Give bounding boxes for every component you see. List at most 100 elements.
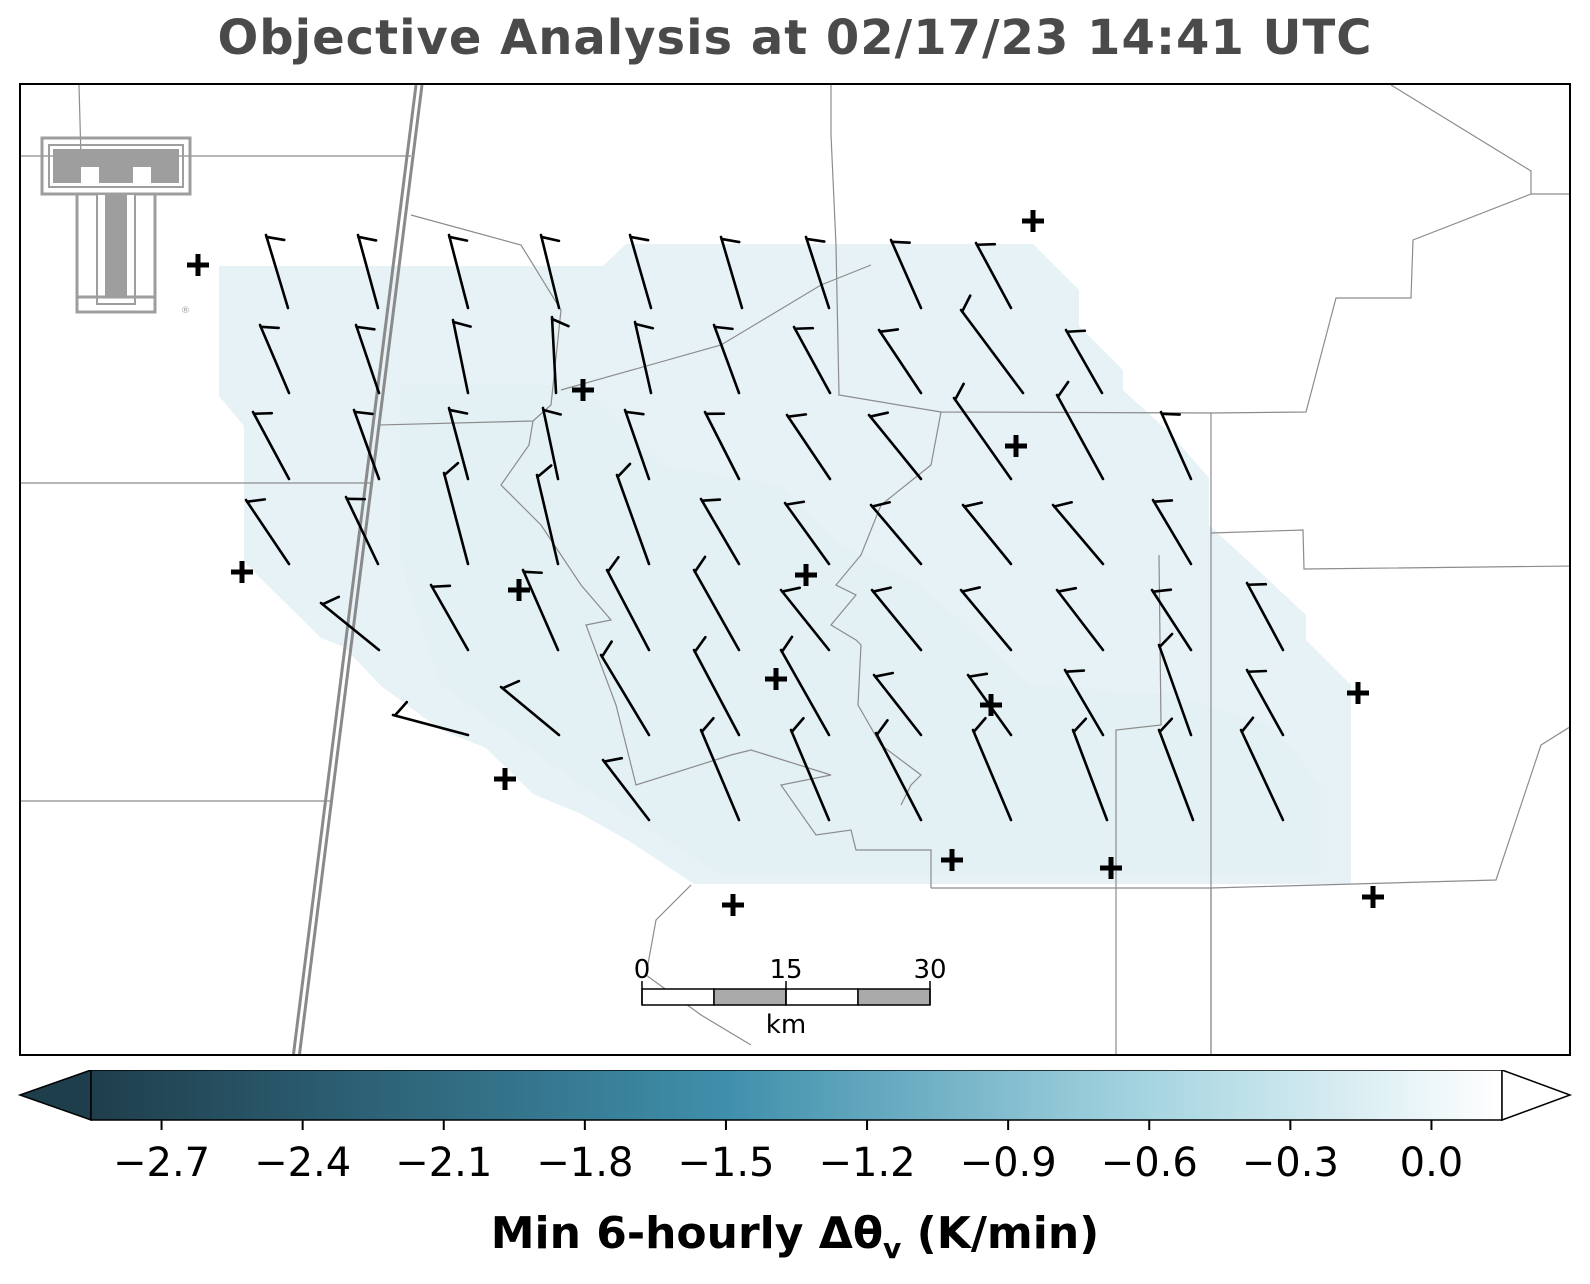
wind-barb [1063,668,1105,737]
wind-barb [719,235,744,310]
wind-barb [541,406,563,481]
wind-barb [959,294,1025,395]
wind-barb [258,323,291,395]
wind-barb [244,498,291,566]
wind-barb [550,315,570,395]
wind-barb [959,586,1013,652]
wind-barb [877,328,923,395]
wind-barb [703,410,741,481]
chart-title: Objective Analysis at 02/17/23 14:41 UTC [217,10,1373,66]
wind-barb [966,672,1013,737]
wind-barb [699,716,741,822]
colorbar-tick-label: −1.5 [677,1140,775,1186]
wind-barb [605,555,651,652]
wind-barb [692,635,741,737]
wind-barb [1055,380,1105,481]
analysis-shaded-inner [401,385,1321,875]
wind-barb [889,238,923,310]
wind-barb [633,320,655,395]
station-marker [1362,886,1384,908]
station-marker [941,849,963,871]
wind-barb [521,568,560,652]
colorbar-tick-label: −0.6 [1100,1140,1198,1186]
wind-barb [1157,632,1193,737]
wind-barb [1071,717,1109,822]
logo-registered-mark: ® [181,306,190,316]
wind-barb [870,586,923,652]
station-marker [231,561,253,583]
wind-barb [264,233,290,310]
colorbar-tick-label: −0.9 [959,1140,1057,1186]
wind-barb [599,640,651,737]
wind-barb [792,325,832,395]
colorbar-label-units: (K/min) [901,1208,1100,1259]
wind-barb [783,500,831,566]
wind-barb [319,595,381,652]
scale-tick-15: 15 [769,955,802,985]
wind-barb [974,241,1013,310]
wind-barb [344,495,380,566]
colorbar-gradient [90,1070,1503,1121]
colorbar-tick-label: −0.3 [1241,1140,1339,1186]
wind-barb [442,461,470,566]
wind-barb [779,586,831,652]
station-marker [187,254,209,276]
wind-barb [356,233,380,310]
wind-barb [391,700,470,737]
colorbar-tick-label: −2.1 [395,1140,493,1186]
scale-bar: 0 15 30 km [634,955,947,1040]
wind-barb [451,318,472,395]
wind-barb [1159,410,1193,481]
colorbar-tick-label: 0.0 [1399,1140,1464,1186]
wind-barb [1239,716,1285,822]
scale-tick-0: 0 [634,955,651,985]
wind-barb [804,235,831,310]
wind-barb [785,413,832,481]
colorbar-extend-low [17,1070,92,1122]
wind-barb [789,716,831,822]
wind-barb [251,410,291,481]
wind-barb [867,411,923,481]
wind-barbs [244,233,1285,822]
station-marker [508,579,530,601]
station-marker [572,379,594,401]
wind-barb [1055,586,1105,652]
wind-barb [1064,328,1104,395]
colorbar-tick-label: −1.2 [818,1140,916,1186]
station-marker [494,768,516,790]
wind-barb [628,233,653,310]
wind-barb [447,233,470,310]
county-boundaries [21,85,1569,1054]
colorbar-tick-label: −2.4 [254,1140,352,1186]
colorbar-extend-high [1501,1070,1573,1122]
colorbar [17,1070,1573,1130]
wind-barb [1157,717,1195,822]
station-marker [765,668,787,690]
wind-barb [872,671,923,737]
wind-barb [499,679,561,737]
station-marker [1100,857,1122,879]
wind-barb [447,406,470,481]
map-panel: ® [19,83,1571,1056]
wind-barb [623,408,651,481]
colorbar-ticks [160,1120,1433,1130]
station-marker [1022,210,1044,232]
wind-barb [1245,581,1285,652]
station-marker [722,894,744,916]
wind-barb [779,635,831,737]
wind-barb [1245,668,1285,737]
station-markers [187,210,1384,916]
colorbar-label-main: Min 6-hourly Δθ [490,1208,884,1259]
scale-unit: km [766,1010,806,1040]
scale-tick-30: 30 [913,955,946,985]
wind-barb [354,323,381,395]
station-marker [1347,682,1369,704]
map-canvas: ® [21,85,1569,1054]
wind-barb [952,382,1013,481]
wind-barb [1051,500,1105,566]
wind-barb [352,408,381,481]
wind-barb [692,555,741,652]
colorbar-label: Min 6-hourly Δθv (K/min) [0,1208,1590,1265]
colorbar-tick-label: −1.8 [536,1140,634,1186]
wind-barb [961,501,1013,566]
